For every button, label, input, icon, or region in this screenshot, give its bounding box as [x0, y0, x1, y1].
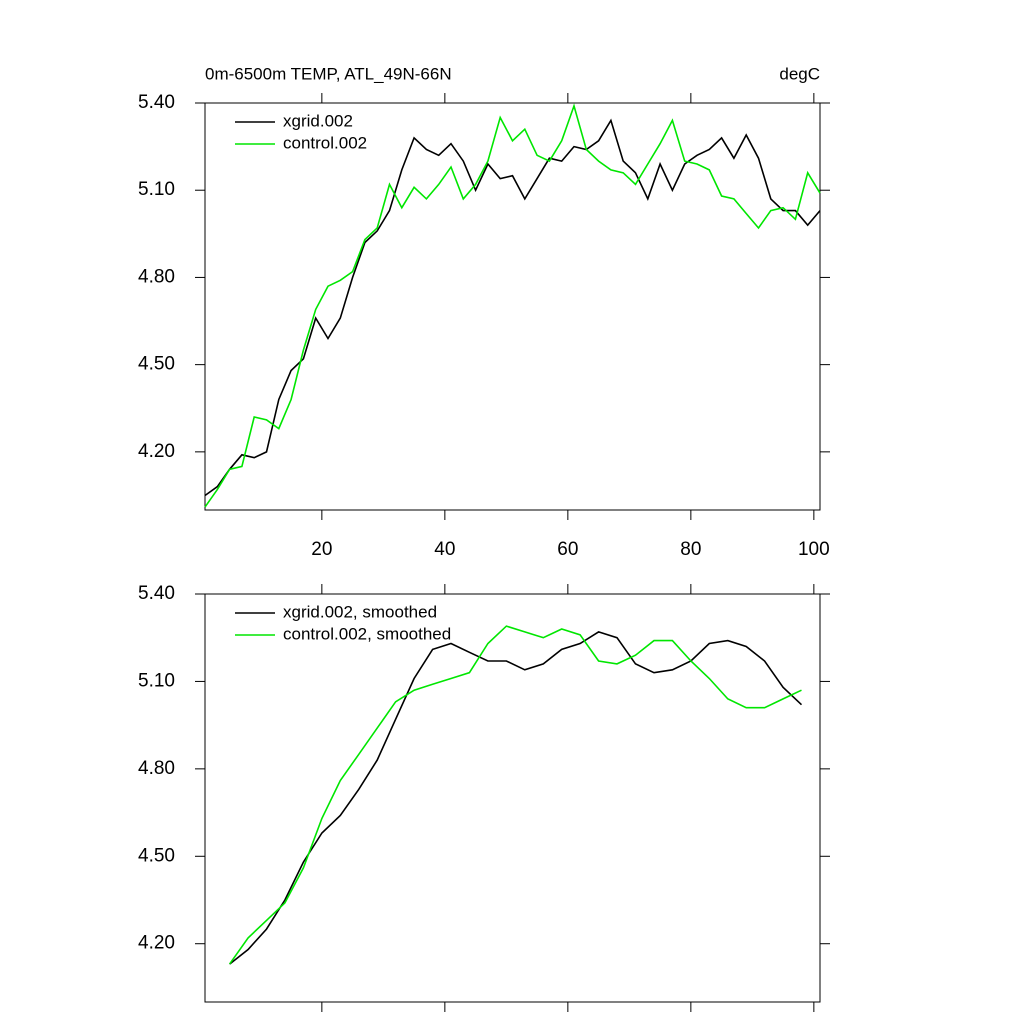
legend-label: control.002, smoothed — [283, 624, 451, 643]
x-tick-label: 100 — [798, 539, 830, 560]
y-tick-label: 5.10 — [138, 179, 175, 200]
y-tick-label: 5.10 — [138, 670, 175, 691]
series-line — [228, 625, 802, 965]
plot-frame — [204, 593, 821, 1003]
y-tick-label: 4.20 — [138, 441, 175, 462]
x-tick-label: 20 — [311, 539, 332, 560]
x-tick-label: 80 — [680, 539, 701, 560]
x-tick-label: 60 — [557, 539, 578, 560]
y-tick-label: 4.20 — [138, 933, 175, 954]
series-line — [204, 118, 821, 497]
y-tick-label: 5.40 — [138, 583, 175, 604]
plot-frame — [204, 102, 821, 511]
x-tick-label: 40 — [434, 539, 455, 560]
y-tick-label: 4.80 — [138, 758, 175, 779]
series-line — [229, 631, 803, 965]
chart-title: 0m-6500m TEMP, ATL_49N-66N — [205, 64, 452, 83]
legend-label: xgrid.002, smoothed — [283, 602, 437, 621]
y-tick-label: 4.50 — [138, 845, 175, 866]
legend-label: control.002 — [283, 133, 367, 152]
units-label: degC — [779, 64, 820, 83]
y-tick-label: 4.80 — [138, 266, 175, 287]
series-line — [204, 103, 821, 508]
legend-label: xgrid.002 — [283, 111, 353, 130]
y-tick-label: 4.50 — [138, 354, 175, 375]
y-tick-label: 5.40 — [138, 92, 175, 113]
